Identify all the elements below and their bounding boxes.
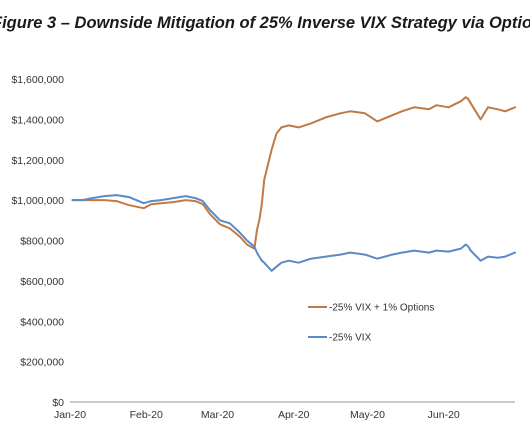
legend: -25% VIX + 1% Options -25% VIX [308, 303, 434, 344]
y-tick-label: $800,000 [20, 236, 64, 248]
series-line-2 [71, 194, 516, 272]
legend-label: -25% VIX + 1% Options [329, 303, 434, 314]
x-tick-label: Mar-20 [201, 409, 234, 421]
y-tick-label: $400,000 [20, 316, 64, 328]
series-layer [71, 96, 516, 272]
y-tick-label: $1,600,000 [11, 74, 64, 86]
y-tick-label: $1,400,000 [11, 114, 64, 126]
y-tick-label: $600,000 [20, 276, 64, 288]
x-tick-label: May-20 [350, 409, 385, 421]
legend-label: -25% VIX [329, 333, 372, 344]
x-tick-label: Jan-20 [54, 409, 86, 421]
y-tick-label: $1,000,000 [11, 195, 64, 207]
x-tick-label: Feb-20 [130, 409, 163, 421]
series-line-1 [71, 96, 516, 250]
y-tick-label: $1,200,000 [11, 155, 64, 167]
x-tick-label: Apr-20 [278, 409, 310, 421]
chart-title: Figure 3 – Downside Mitigation of 25% In… [0, 14, 530, 32]
y-tick-label: $200,000 [20, 357, 64, 369]
x-tick-label: Jun-20 [428, 409, 460, 421]
y-tick-label: $0 [52, 397, 64, 409]
x-axis: Jan-20 Feb-20 Mar-20 Apr-20 May-20 Jun-20 [54, 401, 515, 421]
y-axis: $0 $200,000 $400,000 $600,000 $800,000 $1,000… [11, 74, 64, 409]
